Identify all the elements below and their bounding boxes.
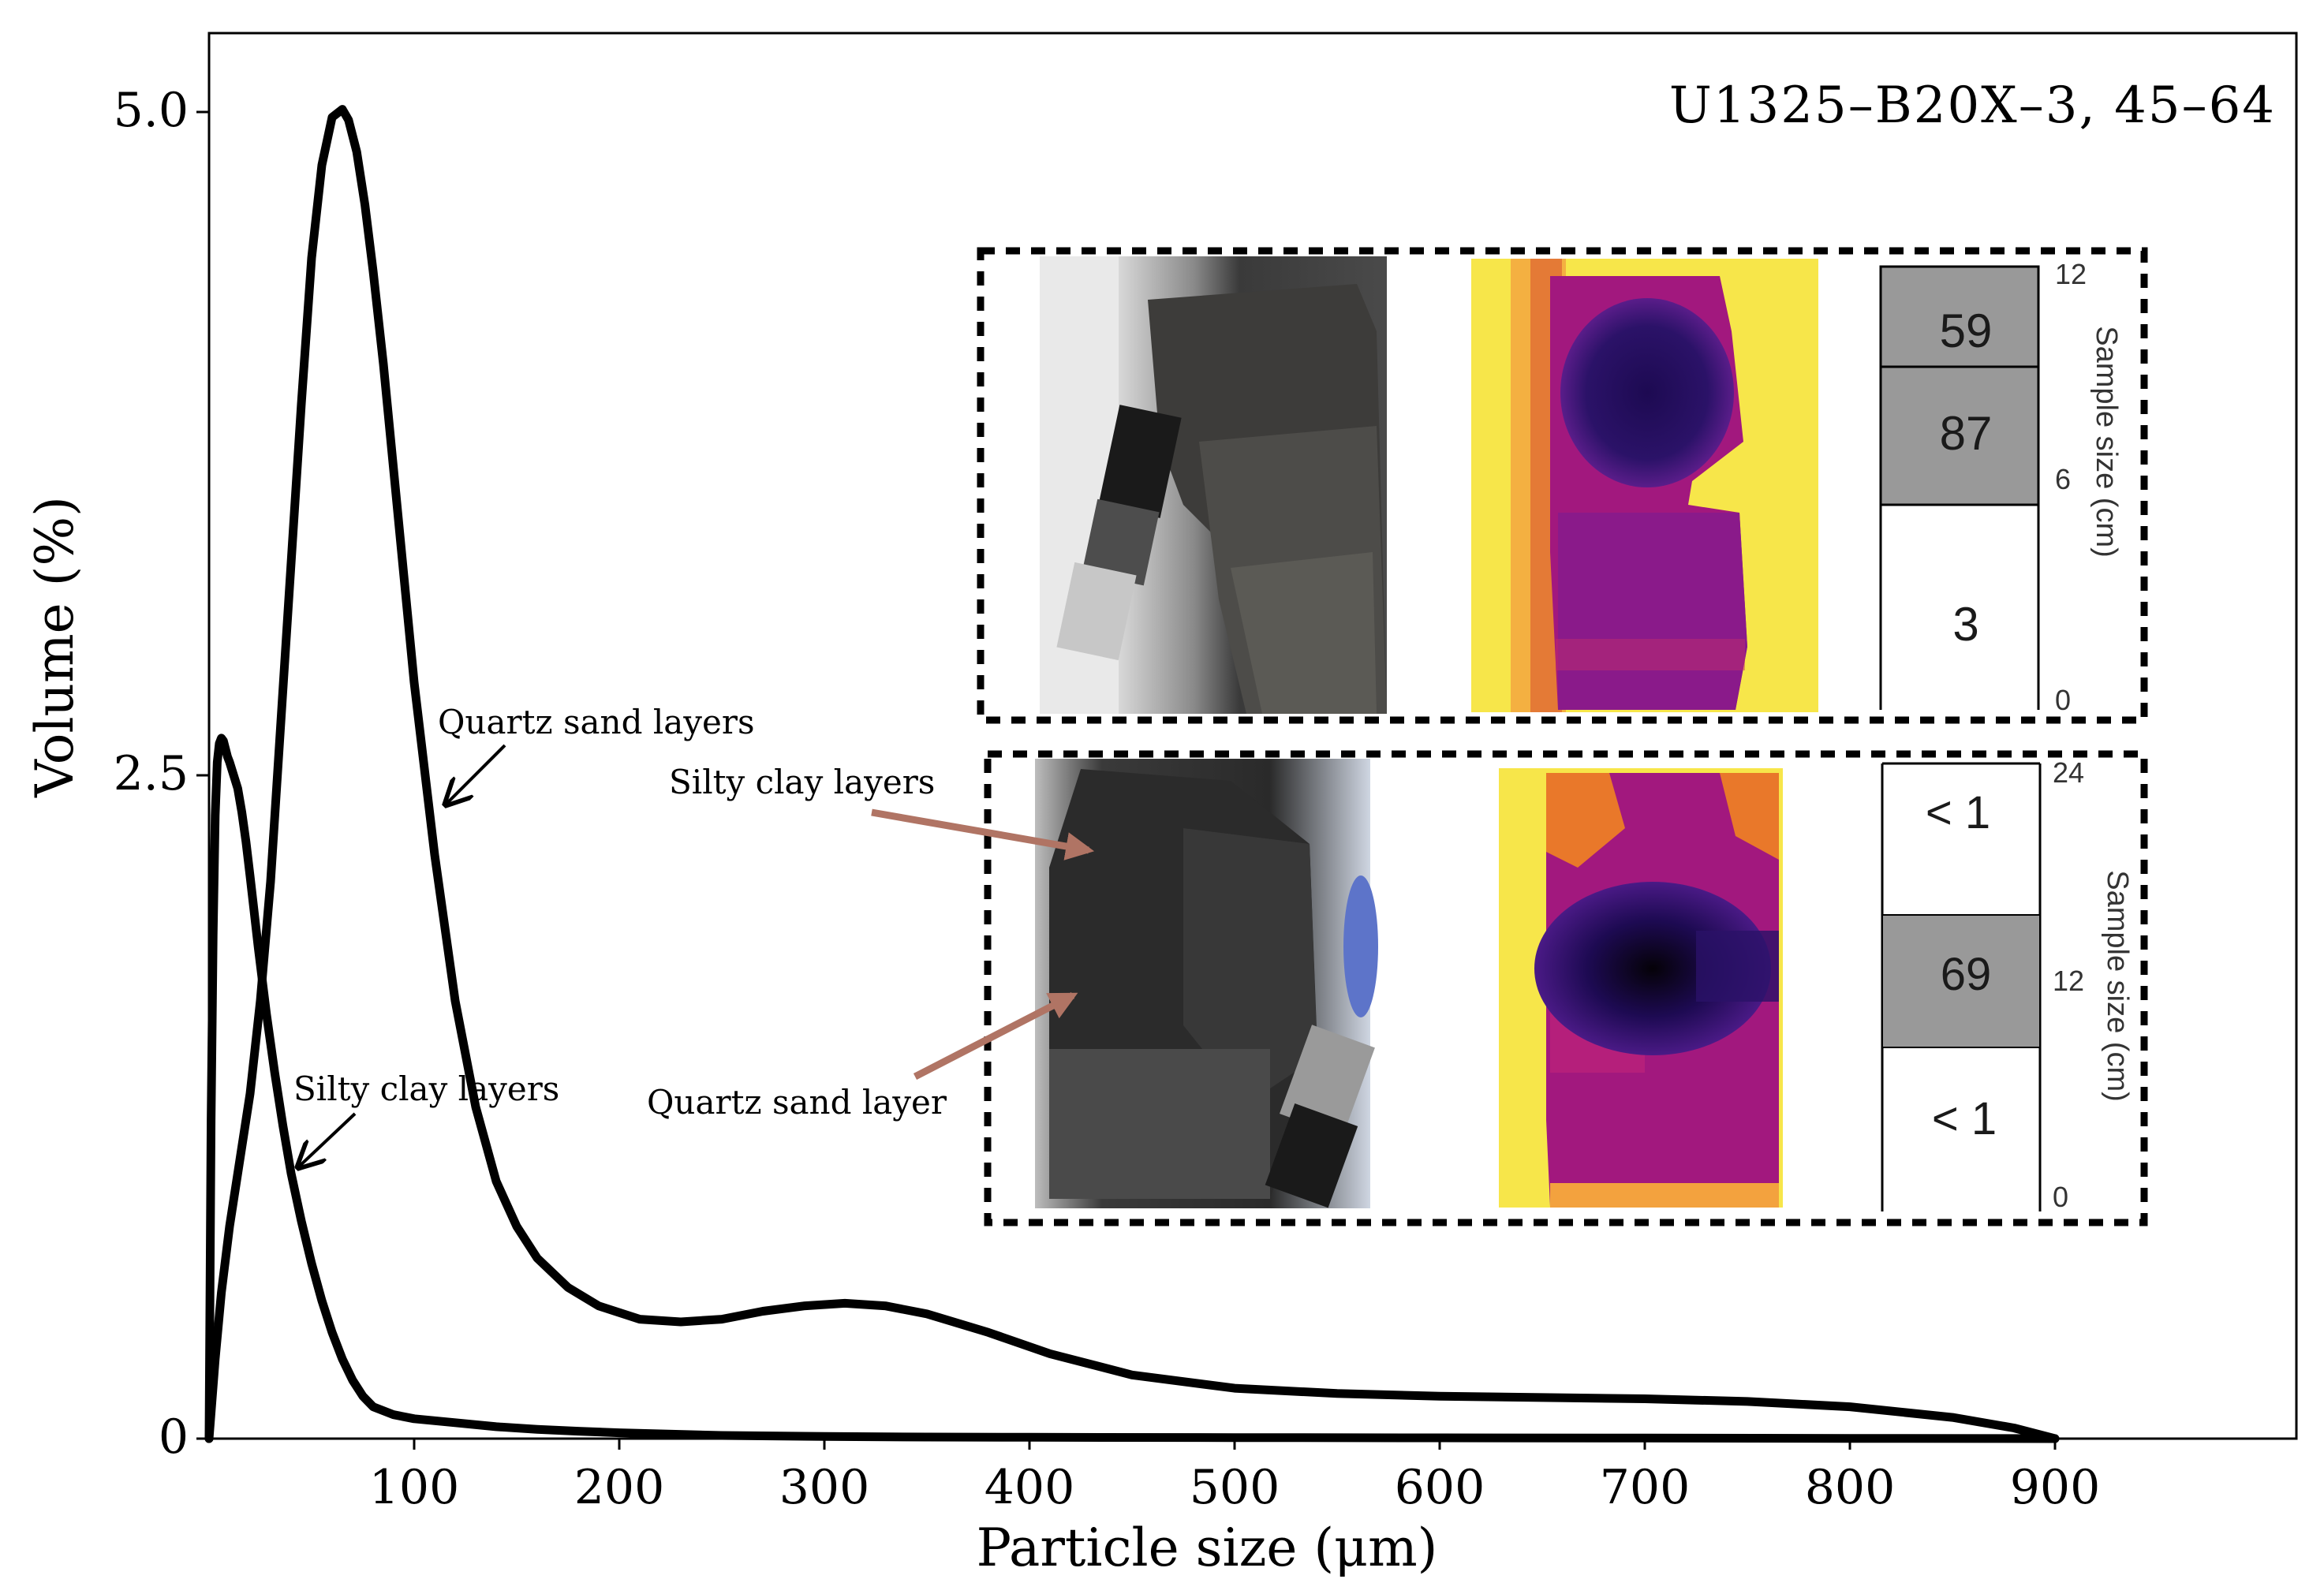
x-axis-label: Particle size (μm)	[977, 1517, 1438, 1578]
bottom-axis-tick-24: 24	[2053, 756, 2084, 789]
top-bar-value-2: 87	[1940, 407, 1993, 460]
chart-title: U1325–B20X–3, 45–64	[1669, 77, 2276, 135]
top-core-photo	[1040, 256, 1387, 714]
x-tick-label-0: 100	[369, 1460, 460, 1515]
bottom-axis-label: Sample size (cm)	[2101, 870, 2134, 1102]
x-axis-ticks: 100 200 300 400 500 600 700 800 900	[369, 1439, 2101, 1515]
inset-quartz-sand-label: Quartz sand layer	[647, 1083, 947, 1122]
annotation-quartz-sand-arrow	[446, 744, 506, 804]
bottom-bar-value-3: < 1	[1932, 1093, 1997, 1144]
x-tick-label-2: 300	[779, 1460, 870, 1515]
bottom-bar-column: < 1 69 < 1 24 12 0 Sample size (cm)	[1881, 756, 2134, 1213]
bottom-bar-value-2: 69	[1941, 949, 1992, 1000]
top-axis-tick-6: 6	[2055, 463, 2071, 495]
inset-top-panel: 59 87 3 12 6 0 Sample size (cm)	[977, 247, 2148, 724]
top-axis-tick-0: 0	[2055, 684, 2071, 716]
bottom-core-photo	[1035, 759, 1378, 1208]
inset-silty-clay-label: Silty clay layers	[669, 763, 935, 801]
bottom-axis-tick-12: 12	[2053, 965, 2084, 997]
inset-bottom-panel: < 1 69 < 1 24 12 0 Sample size (cm) Silt…	[647, 750, 2148, 1226]
top-axis-label: Sample size (cm)	[2090, 326, 2123, 558]
x-tick-label-5: 600	[1395, 1460, 1485, 1515]
top-thermal-image	[1471, 259, 1818, 712]
annotation-quartz-sand: Quartz sand layers	[438, 703, 755, 741]
annotation-silty-clay: Silty clay layers	[293, 1070, 559, 1108]
y-tick-label-0: 0	[159, 1409, 189, 1465]
x-tick-label-8: 900	[2010, 1460, 2101, 1515]
top-bar-value-3: 3	[1952, 598, 1978, 651]
inset-silty-clay-arrow	[871, 808, 1095, 860]
annotation-silty-clay-arrow	[298, 1112, 357, 1167]
y-axis-label: Volume (%)	[24, 496, 85, 798]
top-bar-value-1: 59	[1940, 304, 1993, 357]
x-tick-label-3: 400	[985, 1460, 1075, 1515]
bottom-thermal-image	[1499, 768, 1783, 1208]
axes: 02.55.0 100 200 300 400 500 600 700 800 900	[114, 83, 2101, 1515]
x-tick-label-6: 700	[1600, 1460, 1691, 1515]
inset-panels: 59 87 3 12 6 0 Sample size (cm)	[647, 247, 2148, 1226]
y-tick-label-2: 5.0	[114, 83, 189, 138]
bottom-axis-tick-0: 0	[2053, 1181, 2068, 1213]
series-lines	[204, 105, 2060, 1443]
top-axis-tick-12: 12	[2055, 258, 2087, 290]
x-tick-label-7: 800	[1805, 1460, 1896, 1515]
series-line-quartz-sand	[204, 105, 2060, 1443]
x-tick-label-1: 200	[574, 1460, 665, 1515]
x-tick-label-4: 500	[1190, 1460, 1280, 1515]
top-bar-column: 59 87 3 12 6 0 Sample size (cm)	[1879, 258, 2123, 716]
y-tick-label-1: 2.5	[114, 746, 189, 801]
series-line-silty-clay	[204, 734, 2060, 1443]
y-axis-ticks: 0 2.5 5.0	[114, 83, 209, 1465]
inset-quartz-sand-arrow	[913, 991, 1078, 1081]
bottom-bar-value-1: < 1	[1926, 787, 1990, 838]
